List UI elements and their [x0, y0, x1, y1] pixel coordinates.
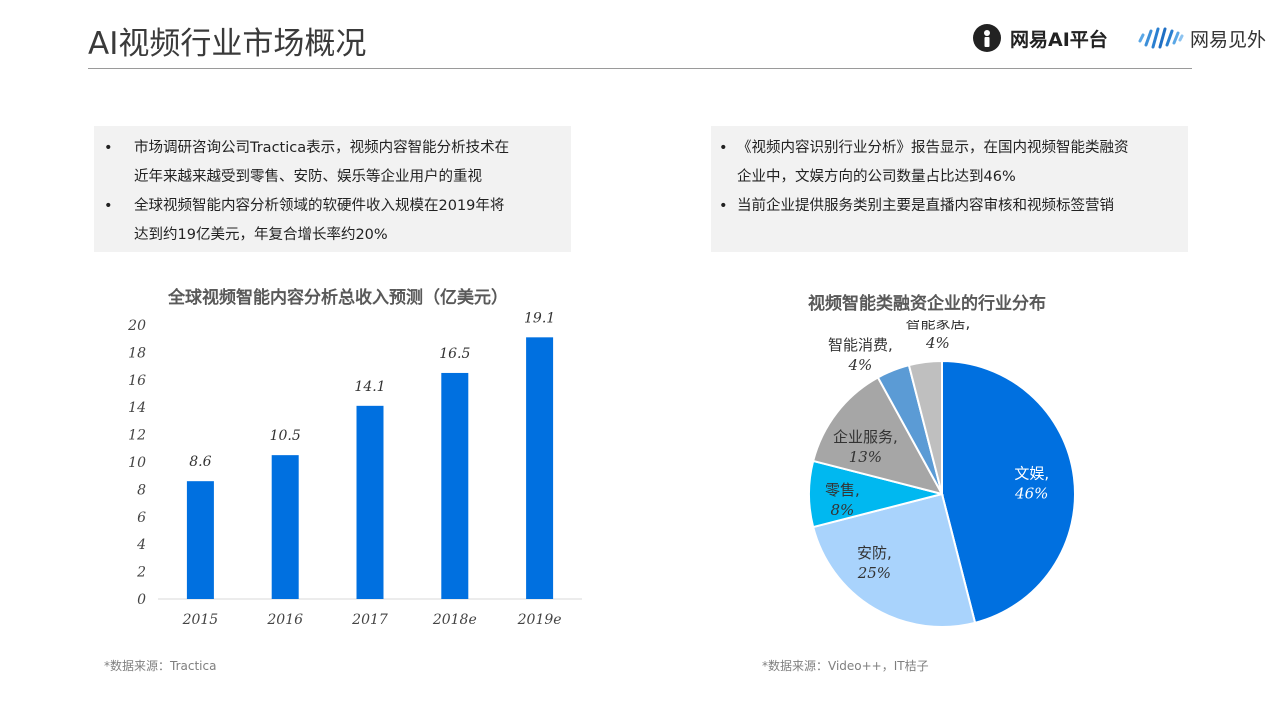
pie-slice-percent: 46%	[1014, 485, 1048, 503]
y-tick-label: 8	[137, 482, 146, 498]
bullet-line: 当前企业提供服务类别主要是直播内容审核和视频标签营销	[737, 198, 1114, 214]
pie-slice-percent: 8%	[830, 501, 854, 519]
bar-value-label: 16.5	[439, 346, 470, 362]
netease-ai-logo-text: 网易AI平台	[1010, 28, 1108, 51]
left-source-note: *数据来源：Tractica	[104, 659, 217, 673]
pie-slice	[811, 376, 944, 496]
bar-value-label: 10.5	[270, 428, 301, 444]
bar-value-label: 19.1	[524, 310, 555, 326]
bullet-line: 市场调研咨询公司Tractica表示，视频内容智能分析技术在	[134, 140, 510, 156]
y-tick-label: 4	[136, 537, 146, 553]
right-summary-box: • 《视频内容识别行业分析》报告显示，在国内视频智能类融资 企业中，文娱方向的公…	[711, 126, 1188, 252]
y-tick-label: 18	[128, 345, 146, 361]
left-summary-box: • 市场调研咨询公司Tractica表示，视频内容智能分析技术在 近年来越来越受…	[94, 126, 571, 252]
sound-wave-icon	[1138, 27, 1184, 49]
bar	[271, 455, 299, 599]
bullet-dot: •	[104, 140, 113, 156]
bullet-dot: •	[719, 140, 728, 156]
pie-slice-label: 零售,	[825, 481, 860, 499]
pie-slice	[907, 359, 943, 495]
pie-slice-label: 智能消费,	[828, 336, 893, 354]
title-divider	[88, 68, 1192, 69]
right-source-note: *数据来源：Video++，IT桔子	[762, 659, 929, 673]
netease-jianwai-logo: 网易见外	[1136, 22, 1266, 54]
y-tick-label: 2	[136, 565, 146, 581]
left-bullet-2: • 全球视频智能内容分析领域的软硬件收入规模在2019年将 达到约19亿美元，年…	[94, 192, 571, 250]
pie-slice-label: 企业服务,	[833, 428, 898, 446]
x-tick-label: 2018e	[432, 612, 477, 628]
page-title: AI视频行业市场概况	[88, 26, 367, 62]
netease-jianwai-logo-text: 网易见外	[1190, 28, 1267, 51]
bar-chart: 0 2 4 6 8 10 12 14 16 18 20 8.6 2015 10.5 2016 14.1 2017…	[127, 310, 582, 628]
netease-ai-logo-icon	[973, 24, 1001, 52]
y-tick-label: 12	[128, 428, 146, 444]
bullet-line: 企业中，文娱方向的公司数量占比达到46%	[737, 169, 1016, 185]
bullet-dot: •	[719, 198, 728, 214]
pie-slice-label: 文娱,	[1014, 465, 1049, 483]
bar	[186, 481, 214, 599]
bullet-line: 《视频内容识别行业分析》报告显示，在国内视频智能类融资	[737, 140, 1129, 156]
bullet-dot: •	[104, 198, 113, 214]
bar	[441, 372, 469, 599]
pie-chart-title: 视频智能类融资企业的行业分布	[808, 294, 1046, 314]
netease-ai-logo: 网易AI平台	[972, 22, 1108, 54]
x-tick-label: 2015	[182, 612, 219, 628]
x-tick-label: 2019e	[517, 612, 562, 628]
pie-slice	[941, 359, 1076, 625]
y-tick-label: 16	[128, 373, 146, 389]
bar-value-label: 14.1	[354, 379, 385, 395]
pie-slice-percent: 4%	[925, 334, 950, 352]
x-tick-label: 2016	[266, 612, 303, 628]
pie-slice-percent: 25%	[857, 564, 891, 582]
bullet-line: 达到约19亿美元，年复合增长率约20%	[134, 227, 388, 243]
bar-chart-title: 全球视频智能内容分析总收入预测（亿美元）	[168, 288, 508, 308]
bullet-line: 全球视频智能内容分析领域的软硬件收入规模在2019年将	[134, 198, 505, 214]
bullet-line: 近年来越来越受到零售、安防、娱乐等企业用户的重视	[134, 169, 482, 185]
pie-slice-percent: 4%	[847, 356, 872, 374]
left-bullet-1: • 市场调研咨询公司Tractica表示，视频内容智能分析技术在 近年来越来越受…	[94, 134, 571, 192]
pie-slice-percent: 13%	[849, 448, 882, 466]
y-tick-label: 6	[137, 510, 146, 526]
y-tick-label: 10	[128, 455, 146, 471]
x-tick-label: 2017	[351, 612, 388, 628]
y-tick-label: 14	[128, 400, 146, 416]
bar-value-label: 8.6	[189, 454, 211, 470]
pie-slice-label: 智能家居,	[905, 320, 970, 332]
right-bullet-2: • 当前企业提供服务类别主要是直播内容审核和视频标签营销	[711, 192, 1188, 221]
right-bullet-1: • 《视频内容识别行业分析》报告显示，在国内视频智能类融资 企业中，文娱方向的公…	[711, 134, 1188, 192]
pie-slice	[811, 492, 977, 628]
bar	[356, 405, 384, 599]
bar	[526, 337, 554, 599]
pie-chart: 文娱, 46% 安防, 25% 零售, 8% 企业服务, 13% 智能消费, 4% 智能家居, 4%	[808, 320, 1076, 628]
pie-slice-label: 安防,	[857, 544, 892, 562]
y-tick-label: 20	[127, 318, 146, 334]
y-tick-label: 0	[137, 592, 146, 608]
